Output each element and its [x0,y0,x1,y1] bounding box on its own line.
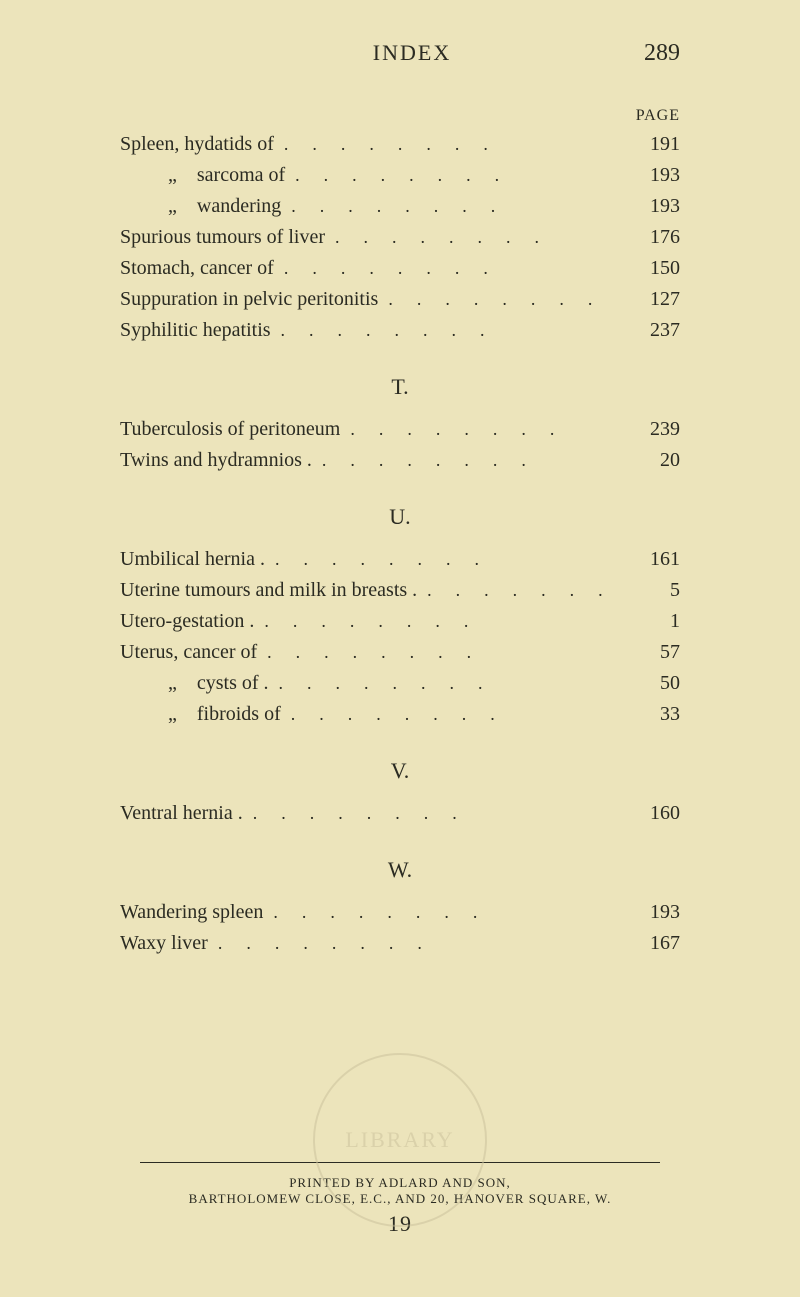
entry-label: Ventral hernia . [120,798,243,829]
entry-label: Waxy liver [120,928,208,959]
index-entry: Wandering spleen........193 [120,897,680,928]
entry-label: Stomach, cancer of [120,253,274,284]
page-label: PAGE [120,107,710,125]
dot-leader: ........ [271,317,620,345]
entry-page: 150 [620,253,680,284]
index-entry: Syphilitic hepatitis........237 [120,315,680,346]
entry-label: Tuberculosis of peritoneum [120,414,340,445]
entry-label: Uterine tumours and milk in breasts . [120,575,417,606]
header-title: INDEX [180,40,644,66]
index-entry: Utero-gestation .........1 [120,606,680,637]
entry-page: 191 [620,129,680,160]
dot-leader: ........ [265,546,620,574]
index-entry: Uterine tumours and milk in breasts ....… [120,575,680,606]
dot-leader: ........ [285,162,620,190]
entry-label: Spleen, hydatids of [120,129,274,160]
entry-page: 167 [620,928,680,959]
index-entry: Umbilical hernia .........161 [120,544,680,575]
entry-page: 193 [620,191,680,222]
entry-label: Umbilical hernia . [120,544,265,575]
index-entry: „ sarcoma of........193 [120,160,680,191]
page: INDEX 289 PAGE Spleen, hydatids of......… [0,0,800,1297]
entry-label: „ fibroids of [120,699,281,730]
index-entry: „ wandering........193 [120,191,680,222]
dot-leader: ........ [257,639,620,667]
entry-page: 20 [620,445,680,476]
index-entry: Stomach, cancer of........150 [120,253,680,284]
entry-label: Twins and hydramnios . [120,445,312,476]
dot-leader: ........ [378,286,620,314]
index-entry: Suppuration in pelvic peritonitis.......… [120,284,680,315]
index-entry: „ fibroids of........33 [120,699,680,730]
entry-page: 1 [620,606,680,637]
index-entry: „ cysts of .........50 [120,668,680,699]
dot-leader: ........ [417,577,620,605]
section-letter: T. [120,374,680,400]
entry-page: 237 [620,315,680,346]
entry-label: Utero-gestation . [120,606,254,637]
entry-label: Uterus, cancer of [120,637,257,668]
entry-page: 239 [620,414,680,445]
index-entry: Spurious tumours of liver........176 [120,222,680,253]
section-letter: W. [120,857,680,883]
entry-label: Wandering spleen [120,897,263,928]
entry-label: „ sarcoma of [120,160,285,191]
dot-leader: ........ [263,899,620,927]
index-entries: Spleen, hydatids of........191„ sarcoma … [120,129,710,959]
entry-page: 160 [620,798,680,829]
dot-leader: ........ [254,608,620,636]
entry-page: 176 [620,222,680,253]
section-letter: V. [120,758,680,784]
entry-label: Spurious tumours of liver [120,222,325,253]
dot-leader: ........ [208,930,620,958]
entry-label: Syphilitic hepatitis [120,315,271,346]
entry-label: „ wandering [120,191,281,222]
entry-page: 193 [620,160,680,191]
footer-line1: PRINTED BY ADLARD AND SON, [0,1175,800,1191]
section-letter: U. [120,504,680,530]
entry-label: „ cysts of . [120,668,269,699]
entry-page: 50 [620,668,680,699]
dot-leader: ........ [274,131,620,159]
index-entry: Waxy liver........167 [120,928,680,959]
dot-leader: ........ [281,701,620,729]
dot-leader: ........ [325,224,620,252]
index-entry: Spleen, hydatids of........191 [120,129,680,160]
header: INDEX 289 [120,40,710,67]
entry-page: 193 [620,897,680,928]
dot-leader: ........ [281,193,620,221]
entry-page: 33 [620,699,680,730]
header-page-number: 289 [644,40,680,67]
index-entry: Tuberculosis of peritoneum........239 [120,414,680,445]
index-entry: Twins and hydramnios .........20 [120,445,680,476]
entry-label: Suppuration in pelvic peritonitis [120,284,378,315]
entry-page: 57 [620,637,680,668]
dot-leader: ........ [340,416,620,444]
footer-signature: 19 [0,1211,800,1237]
index-entry: Uterus, cancer of........57 [120,637,680,668]
dot-leader: ........ [243,800,620,828]
footer-line2: BARTHOLOMEW CLOSE, E.C., AND 20, HANOVER… [0,1191,800,1207]
footer-rule [140,1162,660,1163]
stamp-text: LIBRARY [345,1127,454,1153]
entry-page: 127 [620,284,680,315]
index-entry: Ventral hernia .........160 [120,798,680,829]
entry-page: 161 [620,544,680,575]
dot-leader: ........ [269,670,620,698]
dot-leader: ........ [274,255,620,283]
dot-leader: ........ [312,447,620,475]
entry-page: 5 [620,575,680,606]
footer: PRINTED BY ADLARD AND SON, BARTHOLOMEW C… [0,1162,800,1237]
